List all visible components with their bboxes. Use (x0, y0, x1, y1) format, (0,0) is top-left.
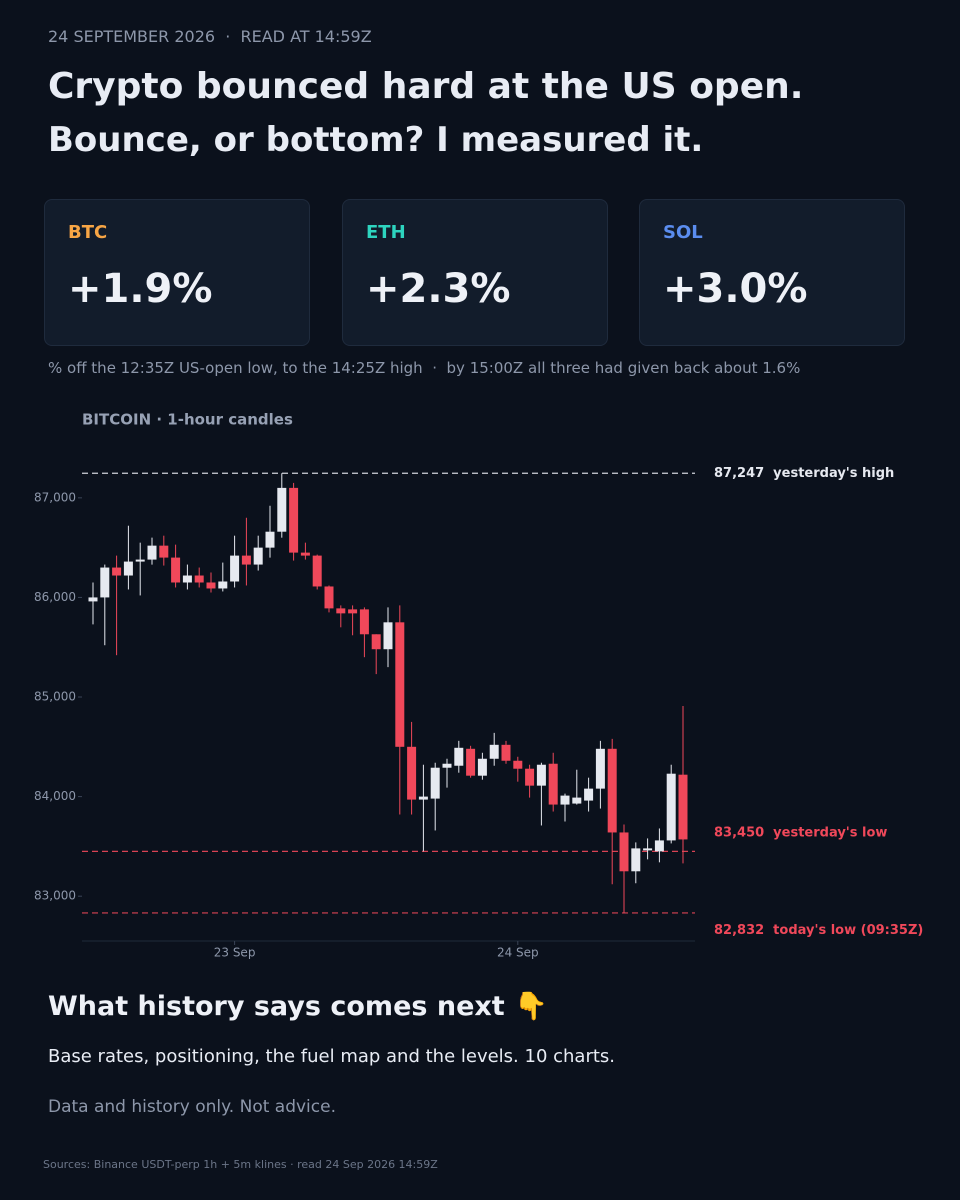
reference-text: yesterday's high (773, 466, 894, 481)
sources: Sources: Binance USDT-perp 1h + 5m kline… (43, 1158, 438, 1171)
candle-body (359, 609, 369, 635)
candle-body (654, 840, 664, 852)
note: % off the 12:35Z US-open low, to the 14:… (48, 359, 801, 377)
candle-body (100, 567, 110, 598)
candle-body (466, 748, 476, 776)
candle-body (112, 567, 122, 576)
change: +1.9% (68, 266, 213, 312)
candle-body (395, 622, 405, 747)
y-tick-label: 84,000 (34, 789, 76, 803)
y-tick-label: 86,000 (34, 590, 76, 604)
candle-body (536, 764, 546, 786)
ticker: SOL (663, 222, 703, 243)
candle-body (501, 744, 511, 761)
candle-body (666, 773, 676, 841)
stat-card: SOL +3.0% (639, 199, 905, 346)
reference-label: 87,247 yesterday's high (714, 466, 894, 481)
y-tick-label: 87,000 (34, 490, 76, 504)
reference-text: yesterday's low (773, 825, 887, 840)
candle-body (631, 848, 641, 872)
candle-body (525, 768, 535, 786)
candle-body (135, 559, 145, 562)
dateline: 24 SEPTEMBER 2026 · READ AT 14:59Z (48, 27, 372, 46)
candle-body (595, 748, 605, 789)
candle-body (123, 561, 133, 576)
candle-body (182, 575, 192, 583)
reference-text: today's low (09:35Z) (773, 922, 923, 937)
candle-body (418, 796, 428, 800)
candle-body (572, 797, 582, 804)
candle-body (277, 487, 287, 532)
y-tick-label: 85,000 (34, 690, 76, 704)
candle-body (607, 748, 617, 833)
candle-body (230, 555, 240, 582)
change: +3.0% (663, 266, 808, 312)
reference-value: 87,247 (714, 466, 764, 481)
reference-label: 82,832 today's low (09:35Z) (714, 922, 923, 937)
candle-body (348, 609, 358, 614)
candle-body (312, 555, 322, 587)
candle-body (206, 582, 216, 589)
candle-body (171, 557, 181, 583)
candle-body (489, 744, 499, 759)
stat-card: BTC +1.9% (44, 199, 310, 346)
candle-body (619, 832, 629, 872)
candle-body (324, 586, 334, 609)
candle-body (560, 795, 570, 805)
change: +2.3% (366, 266, 511, 312)
candle-body (513, 760, 523, 769)
section-heading: What history says comes next 👇 (48, 991, 548, 1022)
candle-body (253, 547, 263, 565)
stat-card: ETH +2.3% (342, 199, 608, 346)
reference-value: 83,450 (714, 825, 764, 840)
candle-body (584, 788, 594, 801)
x-tick-label: 24 Sep (497, 946, 539, 960)
candle-body (454, 747, 464, 766)
ticker: BTC (68, 222, 108, 243)
candle-body (147, 545, 157, 560)
candle-body (477, 758, 487, 776)
candle-body (383, 622, 393, 650)
candle-body (371, 634, 381, 650)
y-tick-label: 83,000 (34, 889, 76, 903)
candle-body (643, 848, 653, 851)
chart: BITCOIN · 1-hour candles 83,000 84,000 85,… (34, 411, 923, 960)
x-tick-label: 23 Sep (214, 946, 256, 960)
candle-body (430, 767, 440, 799)
title: Bounce, or bottom? I measured it. (48, 120, 704, 160)
reference-value: 82,832 (714, 922, 764, 937)
candle-body (218, 581, 228, 589)
body-text: Base rates, positioning, the fuel map an… (48, 1046, 616, 1067)
candle-body (442, 763, 452, 768)
candle-body (88, 597, 98, 602)
ticker: ETH (366, 222, 406, 243)
candle-body (194, 575, 204, 583)
reference-label: 83,450 yesterday's low (714, 825, 887, 840)
candle-body (407, 746, 417, 800)
candle-body (300, 552, 310, 556)
disclaimer: Data and history only. Not advice. (48, 1097, 336, 1117)
candle-body (241, 555, 251, 565)
candle-body (289, 487, 299, 553)
candle-body (336, 608, 346, 614)
chart-title: BITCOIN · 1-hour candles (82, 411, 293, 429)
candle-body (265, 531, 275, 548)
candle-body (678, 774, 688, 840)
candle-body (548, 763, 558, 805)
title: Crypto bounced hard at the US open. (48, 66, 804, 107)
candle-body (159, 545, 169, 558)
